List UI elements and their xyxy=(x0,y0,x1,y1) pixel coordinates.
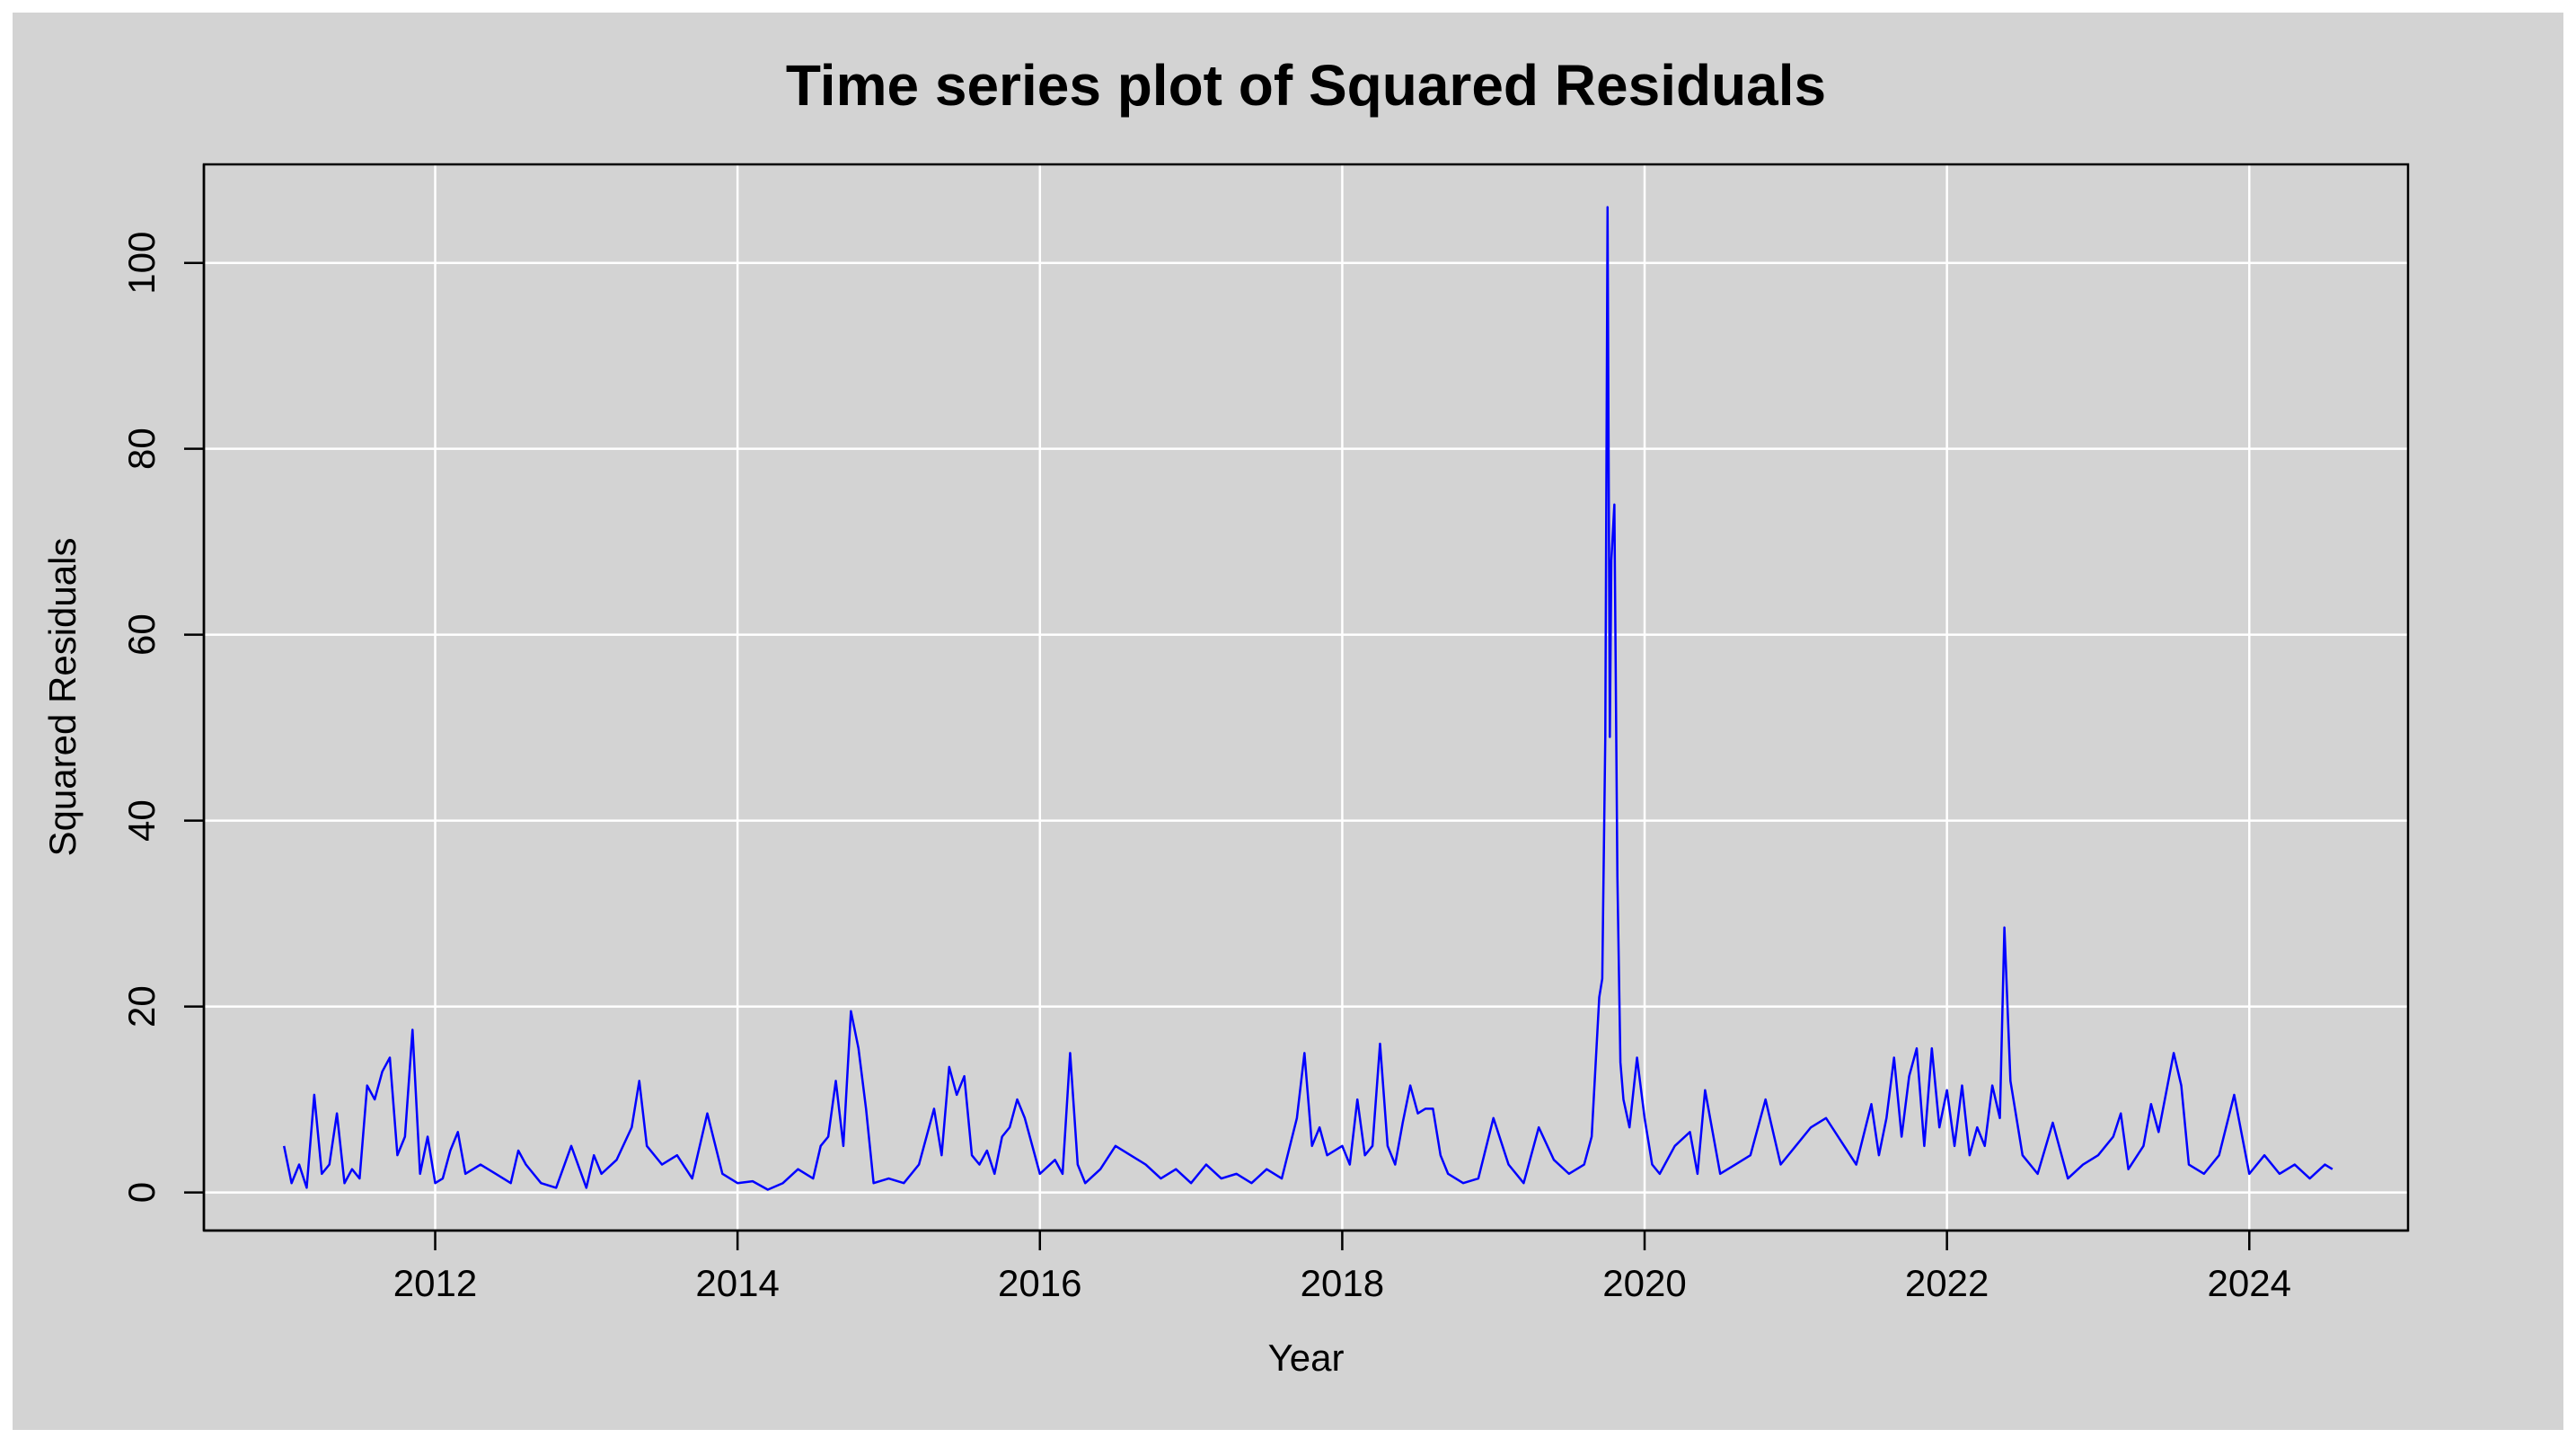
background xyxy=(13,13,2563,1430)
y-axis-label: Squared Residuals xyxy=(41,538,84,857)
y-tick-label: 100 xyxy=(120,232,163,295)
x-tick-label: 2020 xyxy=(1602,1262,1686,1304)
x-tick-label: 2016 xyxy=(998,1262,1081,1304)
y-tick-label: 0 xyxy=(120,1182,163,1203)
y-tick-label: 60 xyxy=(120,613,163,656)
y-tick-label: 40 xyxy=(120,799,163,842)
x-tick-label: 2022 xyxy=(1905,1262,1989,1304)
chart-title: Time series plot of Squared Residuals xyxy=(786,53,1826,118)
plot-frame xyxy=(202,163,2410,1232)
x-tick-label: 2024 xyxy=(2208,1262,2291,1304)
x-tick-label: 2012 xyxy=(393,1262,477,1304)
x-tick-label: 2014 xyxy=(695,1262,779,1304)
x-axis-label: Year xyxy=(1268,1337,1345,1379)
y-tick-label: 80 xyxy=(120,428,163,470)
x-tick-label: 2018 xyxy=(1301,1262,1384,1304)
data-line xyxy=(282,206,2333,1191)
y-tick-label: 20 xyxy=(120,985,163,1028)
